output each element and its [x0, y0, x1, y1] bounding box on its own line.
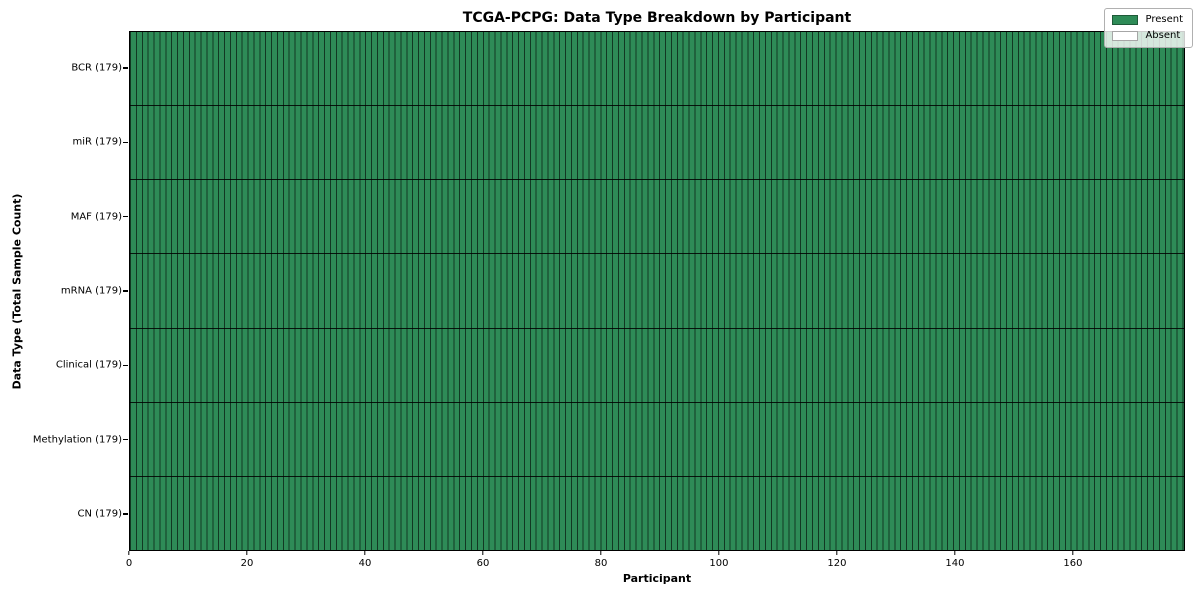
legend: Present Absent	[1104, 8, 1193, 48]
y-tick-label-methylation: Methylation (179)	[32, 434, 122, 446]
y-tick-label-mir: miR (179)	[72, 136, 122, 148]
y-tick-mark	[123, 290, 128, 292]
heatmap-row-mir	[130, 106, 1184, 181]
absent-swatch	[1112, 31, 1139, 41]
present-swatch	[1112, 15, 1139, 25]
x-tick-label-160: 160	[1063, 558, 1083, 569]
x-tick-mark	[718, 551, 720, 555]
x-tick-mark	[482, 551, 484, 555]
x-tick-label-40: 40	[358, 558, 372, 569]
y-tick-mark	[123, 216, 128, 218]
y-tick-mark	[123, 67, 128, 69]
x-tick-label-80: 80	[594, 558, 608, 569]
x-tick-mark	[836, 551, 838, 555]
x-tick-mark	[128, 551, 130, 555]
y-tick-label-cn: CN (179)	[77, 508, 122, 520]
x-axis-label: Participant	[622, 572, 692, 585]
legend-label-present: Present	[1145, 14, 1183, 25]
heatmap-row-clinical	[130, 328, 1184, 403]
heatmap-row-cn	[130, 476, 1184, 550]
y-tick-label-maf: MAF (179)	[70, 211, 122, 223]
heatmap-row-maf	[130, 180, 1184, 255]
x-tick-mark	[600, 551, 602, 555]
x-tick-label-0: 0	[125, 558, 133, 569]
y-tick-label-bcr: BCR (179)	[71, 62, 122, 74]
y-tick-mark	[123, 141, 128, 144]
x-tick-label-20: 20	[240, 558, 254, 569]
x-tick-label-120: 120	[827, 558, 847, 569]
legend-item-absent: Absent	[1112, 31, 1183, 41]
y-tick-mark	[123, 513, 128, 515]
x-tick-mark	[1072, 551, 1074, 555]
y-tick-mark	[123, 438, 128, 441]
heatmap-row-bcr	[130, 32, 1184, 107]
chart-title: TCGA-PCPG: Data Type Breakdown by Partic…	[462, 10, 852, 26]
y-tick-mark	[123, 364, 128, 366]
x-tick-label-60: 60	[476, 558, 490, 569]
x-tick-mark	[246, 551, 248, 555]
legend-label-absent: Absent	[1145, 30, 1181, 41]
heatmap-row-mrna	[130, 254, 1184, 329]
heatmap-plot-area	[129, 31, 1185, 551]
y-tick-label-clinical: Clinical (179)	[55, 359, 122, 371]
heatmap-row-methylation	[130, 402, 1184, 477]
x-tick-label-100: 100	[709, 558, 729, 569]
y-tick-label-mrna: mRNA (179)	[60, 285, 122, 297]
x-tick-mark	[364, 551, 366, 555]
x-tick-mark	[954, 551, 956, 555]
legend-item-present: Present	[1112, 15, 1183, 25]
x-tick-label-140: 140	[945, 558, 965, 569]
